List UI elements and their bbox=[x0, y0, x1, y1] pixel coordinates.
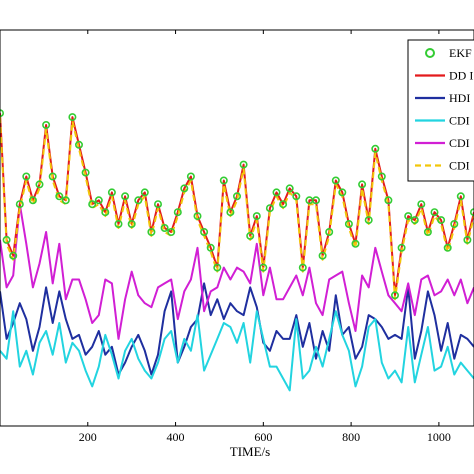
series-ekf-point bbox=[344, 220, 353, 229]
series-ekf-point bbox=[364, 216, 373, 225]
series-ekf-point bbox=[252, 212, 261, 221]
series-ekf-point bbox=[75, 140, 84, 149]
series-ekf-point bbox=[279, 200, 288, 209]
series-ekf-point bbox=[94, 196, 103, 205]
series-ekf-point bbox=[193, 212, 202, 221]
series-ekf-point bbox=[121, 192, 130, 201]
series-ekf-point bbox=[140, 188, 149, 197]
series-ekf-point bbox=[272, 188, 281, 197]
series-ekf-point bbox=[0, 109, 4, 118]
series-ekf-point bbox=[186, 172, 195, 181]
x-tick-label: 200 bbox=[79, 430, 97, 444]
legend-box bbox=[407, 39, 474, 182]
series-ekf-point bbox=[219, 176, 228, 185]
series-ekf-point bbox=[173, 208, 182, 217]
series-ekf-point bbox=[410, 216, 419, 225]
series-ekf-point bbox=[397, 243, 406, 252]
series-ekf-point bbox=[371, 144, 380, 153]
series-ekf-point bbox=[213, 263, 222, 272]
series-ekf-point bbox=[338, 188, 347, 197]
series-ekf-point bbox=[430, 208, 439, 217]
series-ekf-point bbox=[68, 113, 77, 122]
legend-label: EKF bbox=[449, 46, 472, 60]
legend-label: CDI bbox=[449, 159, 470, 173]
series-ekf-point bbox=[9, 251, 18, 260]
series-ekf-point bbox=[331, 176, 340, 185]
x-tick-label: 800 bbox=[342, 430, 360, 444]
series-hdf-line bbox=[0, 282, 474, 376]
series-ekf-point bbox=[42, 121, 51, 130]
series-ekf-point bbox=[206, 243, 215, 252]
x-axis: 200 400 600 800 1000 bbox=[79, 30, 451, 444]
series-ekf-point bbox=[298, 263, 307, 272]
series-ekf-point bbox=[2, 235, 11, 244]
series-ekf-point bbox=[417, 200, 426, 209]
series-ekf-point bbox=[318, 251, 327, 260]
series-ekf-point bbox=[437, 216, 446, 225]
legend-marker bbox=[425, 48, 435, 58]
series-ekf-point bbox=[167, 228, 176, 237]
legend: EKF DD I HDI CDI CDI CDI bbox=[407, 39, 474, 182]
series-ekf-point bbox=[246, 231, 255, 240]
series-ekf-point bbox=[101, 208, 110, 217]
series-ekf-point bbox=[22, 172, 31, 181]
series-ekf-point bbox=[311, 196, 320, 205]
series-ekf-point bbox=[134, 196, 143, 205]
legend-label: DD I bbox=[449, 69, 473, 83]
series-ekf-point bbox=[377, 172, 386, 181]
x-tick-label: 600 bbox=[254, 430, 272, 444]
series-ekf-point bbox=[292, 192, 301, 201]
series-cdf-line bbox=[0, 310, 474, 392]
series-ekf-point bbox=[233, 192, 242, 201]
series-ekf-point bbox=[456, 192, 465, 201]
series-ekf-point bbox=[450, 220, 459, 229]
x-tick-label: 1000 bbox=[427, 430, 451, 444]
series-ekf-point bbox=[423, 228, 432, 237]
series-ekf-point bbox=[404, 212, 413, 221]
series-ekf-point bbox=[384, 196, 393, 205]
series-ekf-point bbox=[48, 172, 57, 181]
x-axis-label: TIME/s bbox=[230, 444, 270, 459]
series-ekf-point bbox=[180, 184, 189, 193]
series-ekf-point bbox=[107, 188, 116, 197]
series-ekf-point bbox=[226, 208, 235, 217]
series-ekf-point bbox=[239, 160, 248, 169]
series-ekf-point bbox=[35, 180, 44, 189]
series-ekf-point bbox=[358, 180, 367, 189]
legend-label: HDI bbox=[449, 91, 470, 105]
series-ekf-point bbox=[28, 196, 37, 205]
series-ekf-point bbox=[127, 220, 136, 229]
series-cdf2-line bbox=[0, 203, 474, 340]
series-ekf-point bbox=[325, 228, 334, 237]
series-ekf-point bbox=[443, 243, 452, 252]
series-ekf-point bbox=[55, 192, 64, 201]
series-ekf-point bbox=[147, 228, 156, 237]
legend-label: CDI bbox=[449, 114, 470, 128]
series-ekf-point bbox=[160, 224, 169, 233]
series-ekf-point bbox=[154, 200, 163, 209]
series-ekf-point bbox=[81, 168, 90, 177]
series-layer bbox=[0, 109, 474, 392]
legend-label: CDI bbox=[449, 136, 470, 150]
series-ekf-point bbox=[463, 235, 472, 244]
series-ekf-point bbox=[259, 263, 268, 272]
series-ekf-point bbox=[351, 239, 360, 248]
series-ekf-point bbox=[61, 196, 70, 205]
series-ekf-point bbox=[265, 204, 274, 213]
series-ekf-point bbox=[15, 200, 24, 209]
x-tick-label: 400 bbox=[167, 430, 185, 444]
series-ekf-point bbox=[285, 184, 294, 193]
series-ekf-point bbox=[200, 228, 209, 237]
series-ekf-point bbox=[390, 291, 399, 300]
series-ekf-point bbox=[114, 220, 123, 229]
series-ekf-point bbox=[88, 200, 97, 209]
plot-frame bbox=[0, 29, 474, 427]
